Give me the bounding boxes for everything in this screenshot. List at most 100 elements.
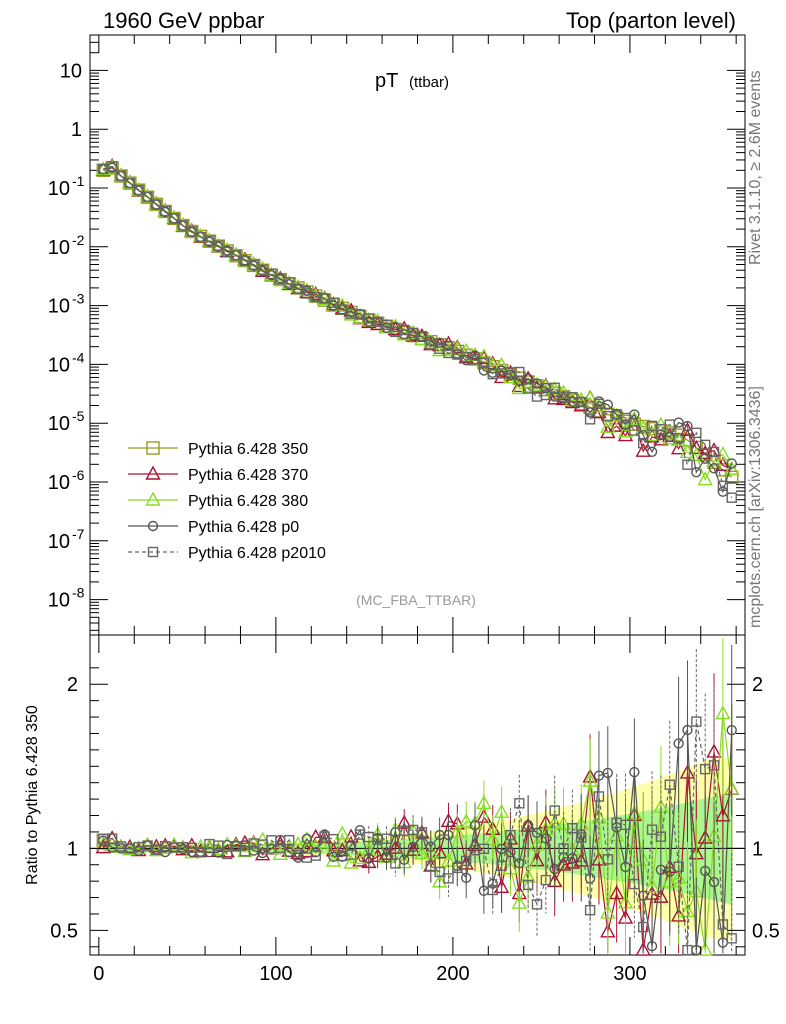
square-marker	[682, 944, 693, 956]
triangle-marker	[334, 825, 350, 840]
square-marker	[620, 412, 631, 424]
square-marker	[151, 199, 162, 210]
x-tick-label: 200	[436, 963, 469, 985]
square-marker	[160, 205, 171, 217]
circle-marker	[646, 446, 658, 457]
y-tick-exponent: -3	[72, 291, 85, 307]
square-marker	[514, 366, 525, 378]
triangle-marker	[715, 446, 731, 461]
square-marker	[452, 862, 463, 874]
triangle-marker	[582, 772, 598, 787]
square-marker	[434, 866, 445, 878]
y-tick-label: 10	[48, 237, 70, 259]
triangle-marker	[547, 381, 563, 396]
circle-marker	[522, 373, 534, 384]
square-marker	[478, 357, 490, 369]
triangle-marker	[316, 290, 333, 306]
series-2	[95, 158, 740, 486]
square-marker	[310, 850, 321, 861]
square-marker	[106, 161, 118, 172]
square-marker	[673, 861, 684, 872]
legend-item: Pythia 6.428 370	[128, 465, 308, 484]
circle-marker	[531, 827, 543, 838]
square-marker	[460, 855, 472, 867]
square-marker	[717, 919, 729, 930]
y-tick-label: 10	[48, 590, 70, 612]
triangle-marker	[458, 813, 474, 828]
square-marker	[726, 933, 737, 944]
circle-marker	[726, 724, 737, 736]
square-marker	[283, 835, 295, 846]
analysis-watermark: (MC_FBA_TTBAR)	[356, 592, 476, 608]
triangle-marker	[529, 376, 545, 392]
y-tick-label: 10	[48, 413, 70, 435]
legend-item: Pythia 6.428 p0	[128, 519, 299, 536]
legend-label: Pythia 6.428 370	[188, 467, 308, 484]
square-marker	[230, 250, 242, 261]
y-tick-exponent: -5	[72, 408, 85, 424]
triangle-marker	[113, 838, 129, 853]
square-marker	[328, 833, 339, 845]
triangle-marker	[635, 442, 651, 457]
square-marker	[106, 833, 118, 844]
y-tick-label: 10	[48, 354, 70, 376]
triangle-marker	[387, 320, 404, 336]
triangle-marker	[145, 465, 161, 480]
square-marker	[655, 831, 667, 842]
y-tick-label: 1	[71, 119, 82, 141]
square-marker	[390, 858, 401, 869]
square-marker	[584, 414, 596, 425]
triangle-marker	[670, 431, 687, 446]
y-tick-exponent: -4	[72, 349, 85, 365]
x-tick-label: 100	[259, 963, 292, 985]
x-tick-label: 0	[93, 963, 104, 985]
triangle-marker	[272, 845, 288, 861]
circle-marker	[673, 738, 684, 749]
square-marker	[549, 805, 560, 816]
triangle-marker	[715, 807, 731, 822]
legend-item: Pythia 6.428 p2010	[128, 545, 326, 562]
square-marker	[725, 470, 739, 485]
square-marker	[275, 842, 286, 854]
triangle-marker	[122, 838, 138, 853]
circle-marker	[691, 466, 702, 478]
circle-marker	[540, 833, 552, 844]
square-marker	[576, 396, 587, 408]
header-right: Top (parton level)	[566, 8, 736, 33]
square-marker	[496, 860, 507, 872]
triangle-marker	[635, 941, 651, 956]
ratio-y-label: Ratio to Pythia 6.428 350	[24, 705, 41, 885]
triangle-marker	[272, 272, 288, 287]
square-marker	[726, 492, 737, 503]
triangle-marker	[485, 831, 501, 846]
ratio-y-tick-label-right: 2	[752, 674, 763, 696]
square-marker	[522, 383, 534, 394]
square-marker	[239, 846, 251, 857]
square-marker	[673, 433, 684, 444]
square-marker	[195, 847, 206, 858]
circle-marker	[514, 858, 525, 869]
square-marker	[345, 849, 357, 860]
legend-item: Pythia 6.428 380	[128, 491, 308, 510]
circle-marker	[460, 872, 472, 884]
triangle-marker	[600, 904, 616, 919]
circle-marker	[363, 853, 375, 864]
square-marker	[147, 546, 159, 558]
triangle-marker	[662, 430, 678, 445]
y-tick-exponent: -2	[72, 232, 85, 248]
y-tick-label: 10	[60, 60, 82, 82]
legend-item: Pythia 6.428 350	[128, 441, 308, 458]
square-marker	[699, 439, 711, 451]
circle-marker	[646, 940, 658, 952]
square-marker	[487, 884, 498, 896]
square-marker	[584, 904, 596, 916]
series-4	[98, 161, 737, 503]
ratio-y-tick-label: 2	[67, 674, 78, 696]
square-marker	[593, 398, 605, 409]
square-marker	[221, 848, 233, 860]
square-marker	[514, 798, 525, 809]
triangle-marker	[600, 418, 616, 433]
